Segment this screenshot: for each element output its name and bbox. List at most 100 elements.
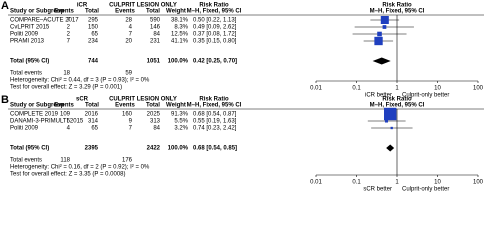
x-tick-label: 0.1 bbox=[352, 180, 361, 186]
plot-title: Risk Ratio bbox=[382, 3, 412, 9]
panel-label: A bbox=[1, 0, 9, 12]
weight: 91.3% bbox=[171, 112, 189, 118]
risk-ratio: 0.68 [0.54, 0.87] bbox=[193, 112, 237, 118]
study-square bbox=[382, 25, 387, 29]
study-name: COMPLETE 2019 bbox=[10, 112, 59, 118]
x-tick-label: 0.01 bbox=[310, 180, 322, 186]
weight: 41.1% bbox=[171, 39, 189, 45]
events-header: Events bbox=[54, 9, 74, 15]
risk-ratio: 0.49 [0.09, 2.62] bbox=[193, 25, 237, 31]
x-label-right: Culprit-only better bbox=[402, 93, 449, 99]
control-header: CULPRIT LESION ONLY bbox=[109, 3, 177, 9]
group-total: 2016 bbox=[85, 112, 99, 118]
total-group: 744 bbox=[88, 59, 99, 65]
overall-effect: Test for overall effect: Z = 3.29 (P = 0… bbox=[10, 85, 122, 91]
group-total: 314 bbox=[88, 119, 99, 125]
group-total: 65 bbox=[91, 32, 98, 38]
control-events: 9 bbox=[129, 119, 133, 125]
group-total: 295 bbox=[88, 18, 99, 24]
weight: 3.2% bbox=[174, 126, 188, 132]
x-tick-label: 100 bbox=[473, 180, 484, 186]
rr-col-method: M–H, Fixed, 95% CI bbox=[187, 9, 242, 15]
control-events: 4 bbox=[129, 25, 133, 31]
rr-col-title: Risk Ratio bbox=[199, 97, 229, 103]
risk-ratio: 0.50 [0.22, 1.13] bbox=[193, 18, 237, 24]
study-name: PRAMI 2013 bbox=[10, 39, 45, 45]
x-label-left: sCR better bbox=[363, 187, 392, 193]
total-header: Total bbox=[146, 9, 160, 15]
group-events: 109 bbox=[60, 112, 71, 118]
control-total: 590 bbox=[150, 18, 161, 24]
events-group: 18 bbox=[63, 71, 70, 77]
total-group: 2395 bbox=[85, 146, 99, 152]
events-label: Total events bbox=[10, 71, 42, 77]
x-label-right: Culprit-only better bbox=[402, 187, 449, 193]
heterogeneity: Heterogeneity: Chi² = 0.16, df = 2 (P = … bbox=[10, 165, 150, 171]
total-risk-ratio: 0.42 [0.25, 0.70] bbox=[193, 59, 237, 65]
risk-ratio: 0.74 [0.23, 2.42] bbox=[193, 126, 237, 132]
total-risk-ratio: 0.68 [0.54, 0.85] bbox=[193, 146, 237, 152]
x-tick-label: 10 bbox=[434, 180, 441, 186]
total-control: 1051 bbox=[147, 59, 161, 65]
total-weight: 100.0% bbox=[168, 146, 189, 152]
rr-col-method: M–H, Fixed, 95% CI bbox=[187, 103, 242, 109]
group-events: 7 bbox=[67, 18, 71, 24]
x-tick-label: 0.1 bbox=[352, 86, 361, 92]
total-header: Total bbox=[146, 103, 160, 109]
weight: 8.3% bbox=[174, 25, 188, 31]
risk-ratio: 0.35 [0.15, 0.80] bbox=[193, 39, 237, 45]
group-events: 5 bbox=[67, 119, 71, 125]
control-total: 84 bbox=[153, 126, 160, 132]
study-name: Politi 2009 bbox=[10, 32, 39, 38]
study-name: Politi 2009 bbox=[10, 126, 39, 132]
total-control: 2422 bbox=[147, 146, 161, 152]
control-events: 7 bbox=[129, 32, 133, 38]
group-total: 234 bbox=[88, 39, 99, 45]
total-label: Total (95% CI) bbox=[10, 146, 49, 152]
total-diamond bbox=[372, 57, 391, 65]
study-header: Study or Subgroup bbox=[10, 9, 65, 15]
total-weight: 100.0% bbox=[168, 59, 189, 65]
group-header: sCR bbox=[76, 97, 89, 103]
x-tick-label: 1 bbox=[395, 86, 399, 92]
control-total: 146 bbox=[150, 25, 161, 31]
study-square bbox=[377, 31, 382, 37]
risk-ratio: 0.37 [0.08, 1.72] bbox=[193, 32, 237, 38]
control-events: 20 bbox=[125, 39, 132, 45]
x-tick-label: 100 bbox=[473, 86, 484, 92]
weight: 5.5% bbox=[174, 119, 188, 125]
total-header: Total bbox=[85, 103, 99, 109]
events-header: Events bbox=[115, 9, 135, 15]
control-events: 7 bbox=[129, 126, 133, 132]
events-control: 59 bbox=[125, 71, 132, 77]
control-total: 313 bbox=[150, 119, 161, 125]
total-diamond bbox=[386, 144, 395, 152]
plot-title: Risk Ratio bbox=[382, 97, 412, 103]
study-square bbox=[380, 15, 389, 25]
control-total: 84 bbox=[153, 32, 160, 38]
risk-ratio: 0.55 [0.19, 1.63] bbox=[193, 119, 237, 125]
group-events: 2 bbox=[67, 25, 71, 31]
plot-method: M–H, Fixed, 95% CI bbox=[370, 103, 425, 109]
control-events: 28 bbox=[125, 18, 132, 24]
group-events: 4 bbox=[67, 126, 71, 132]
weight: 38.1% bbox=[171, 18, 189, 24]
events-header: Events bbox=[115, 103, 135, 109]
study-square bbox=[384, 119, 389, 123]
events-header: Events bbox=[54, 103, 74, 109]
rr-col-title: Risk Ratio bbox=[199, 3, 229, 9]
heterogeneity: Heterogeneity: Chi² = 0.44, df = 3 (P = … bbox=[10, 78, 150, 84]
weight: 12.5% bbox=[171, 32, 189, 38]
total-header: Total bbox=[85, 9, 99, 15]
plot-method: M–H, Fixed, 95% CI bbox=[370, 9, 425, 15]
study-name: COMPARE–ACUTE 2017 bbox=[10, 18, 79, 24]
group-header: iCR bbox=[77, 3, 88, 9]
study-header: Study or Subgroup bbox=[10, 103, 65, 109]
group-events: 2 bbox=[67, 32, 71, 38]
group-events: 7 bbox=[67, 39, 71, 45]
study-name: CvLPRIT 2015 bbox=[10, 25, 50, 31]
control-events: 160 bbox=[122, 112, 133, 118]
weight-header: Weight bbox=[166, 103, 186, 109]
study-square bbox=[374, 36, 383, 46]
overall-effect: Test for overall effect: Z = 3.35 (P = 0… bbox=[10, 172, 126, 178]
